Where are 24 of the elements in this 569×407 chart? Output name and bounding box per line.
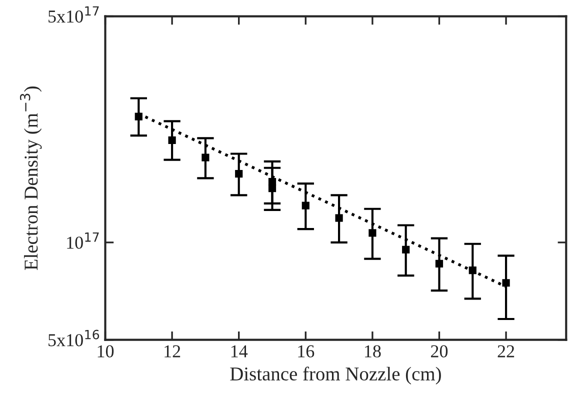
point xyxy=(202,154,210,162)
point xyxy=(235,170,243,178)
point xyxy=(368,229,376,237)
point xyxy=(402,246,410,254)
x-tick-label: 20 xyxy=(431,345,448,358)
point xyxy=(335,214,343,222)
point xyxy=(502,279,510,287)
point xyxy=(435,260,444,268)
point xyxy=(168,136,176,144)
x-tick-label: 16 xyxy=(298,345,314,358)
x-tick-label: 22 xyxy=(498,345,514,358)
point xyxy=(468,266,476,274)
y-axis-title: Electron Density (m$^{−3}$) xyxy=(20,86,42,270)
point xyxy=(302,202,310,210)
point xyxy=(268,184,276,192)
x-tick-label: 18 xyxy=(365,345,381,358)
x-axis-title: Distance from Nozzle (cm) xyxy=(230,366,441,384)
x-tick-label: 14 xyxy=(231,345,248,358)
y-tick-label: 5x10$^{16}$ xyxy=(48,330,100,346)
x-tick-label: 10 xyxy=(98,345,114,358)
x-tick-label: 12 xyxy=(164,345,180,358)
y-tick-label: 5x10$^{17}$ xyxy=(48,6,99,23)
point xyxy=(134,112,142,120)
y-tick-label: 10$^{17}$ xyxy=(67,232,99,249)
